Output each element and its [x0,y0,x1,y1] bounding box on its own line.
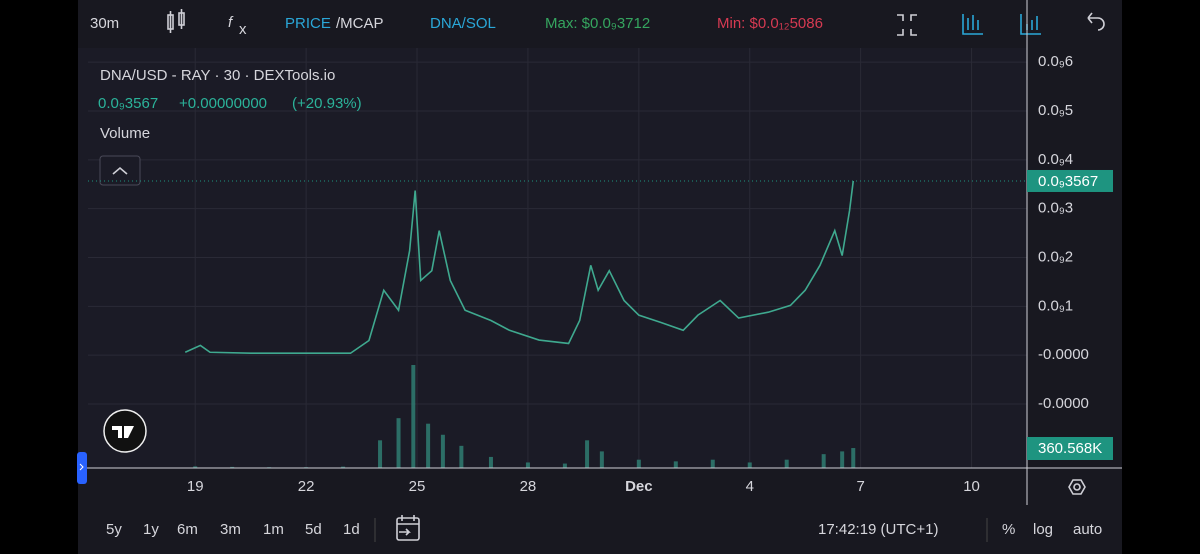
volume-bar [840,451,845,468]
volume-bar [411,365,416,468]
y-tick-label: 0.0₉4 [1038,151,1073,168]
volume-bar [636,459,641,468]
settings-icon[interactable] [1068,479,1086,495]
side-handle-icon [79,463,84,471]
volume-bar [710,459,715,468]
range-buttons: 5y 1y 6m 3m 1m 5d 1d [106,521,360,538]
legend-percent: (+20.93%) [292,95,362,112]
range-button[interactable]: 6m [177,521,198,538]
volume-bar [784,459,789,468]
last-price-tag [1027,169,1113,192]
pair-toggle[interactable]: DNA/SOL [430,15,496,32]
mcap-toggle[interactable]: /MCAP [336,15,384,32]
fullscreen-icon[interactable] [897,14,917,36]
indicator-icon-x: x [239,21,247,38]
max-price: Max: $0.0₉3712 [545,15,650,32]
chart-style-icon[interactable] [962,14,983,35]
volume-bar [459,445,464,468]
volume-bar [230,466,235,468]
price-toggle[interactable]: PRICE [285,15,331,32]
range-button[interactable]: 1y [143,521,159,538]
volume-bar [378,440,383,468]
x-tick-label: 10 [963,478,980,495]
percent-toggle[interactable]: % [1002,521,1015,538]
x-tick-label: 28 [520,478,537,495]
y-tick-label: 0.0₉1 [1038,297,1073,314]
volume-tag [1027,437,1113,460]
marks [88,180,1027,468]
min-price: Min: $0.0₁₂5086 [717,15,823,32]
volume-bar [440,434,445,468]
legend-last: 0.0₉3567 [98,95,158,112]
x-tick-label: 25 [409,478,426,495]
chart-title: DNA/USD - RAY · 30 · DEXTools.io [100,67,335,84]
collapse-icon [112,166,128,175]
x-tick-label: 4 [746,478,754,495]
y-tick-label: 0.0₉2 [1038,248,1073,265]
volume-bar [341,466,346,468]
collapse-button[interactable] [99,155,141,186]
y-tick-label: -0.0000 [1038,346,1089,363]
volume-bar [673,461,678,468]
auto-toggle[interactable]: auto [1073,521,1102,538]
range-button[interactable]: 1m [263,521,284,538]
volume-tag-label: 360.568K [1038,440,1102,457]
y-tick-label: 0.0₉3 [1038,200,1073,217]
clock: 17:42:19 (UTC+1) [818,521,938,538]
x-tick-label: 7 [856,478,864,495]
volume-bar [821,454,826,468]
y-tick-label: 0.0₉6 [1038,53,1073,70]
volume-bar [396,418,401,468]
volume-bar [193,466,198,468]
x-tick-label: Dec [625,478,653,495]
grid [88,48,1027,468]
interval[interactable]: 30m [90,15,119,32]
volume-bar [585,440,590,468]
volume-bar [525,462,530,468]
range-button[interactable]: 5d [305,521,322,538]
legend-change: +0.00000000 [179,95,267,112]
volume-bar [851,448,856,468]
candle-icon[interactable] [167,9,185,33]
volume-bar [599,451,604,468]
y-tick-label: 0.0₉5 [1038,102,1073,119]
range-button[interactable]: 3m [220,521,241,538]
volume-bar [747,462,752,468]
last-price-label: 0.0₉3567 [1038,173,1098,190]
indicator-icon[interactable]: f [228,14,234,31]
x-tick-label: 22 [298,478,315,495]
volume-legend: Volume [100,125,150,142]
volume-bar [488,456,493,468]
y-tick-label: -0.0000 [1038,395,1089,412]
volume-bar [562,463,567,468]
tv-logo-mark [112,426,134,438]
range-button[interactable]: 1d [343,521,360,538]
log-toggle[interactable]: log [1033,521,1053,538]
range-button[interactable]: 5y [106,521,122,538]
volume-bar [426,423,431,468]
price-line [184,180,855,355]
x-tick-label: 19 [187,478,204,495]
goto-date-icon[interactable] [396,515,420,541]
undo-icon[interactable] [1087,12,1105,31]
